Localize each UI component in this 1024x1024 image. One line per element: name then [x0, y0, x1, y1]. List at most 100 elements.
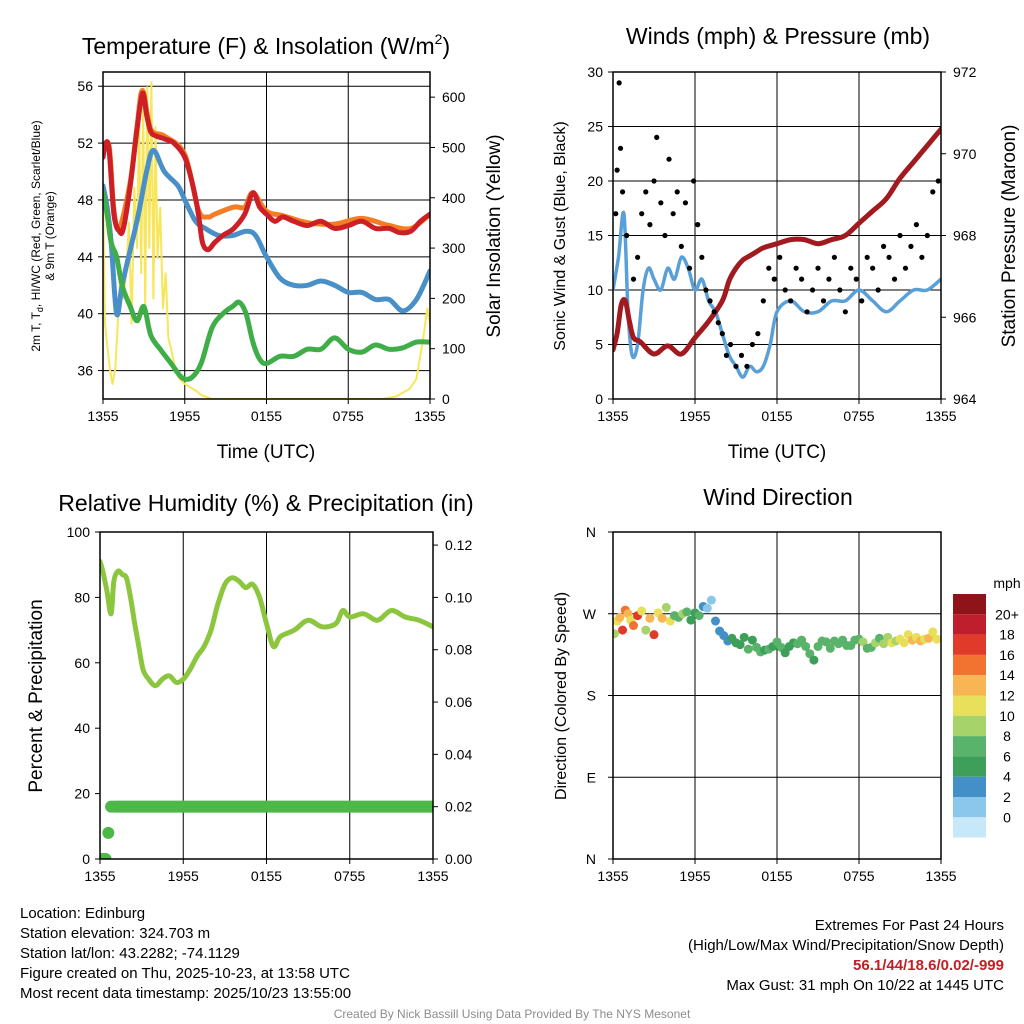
winds-gust-point	[886, 254, 892, 260]
winds-y-tick-label: 30	[587, 64, 603, 80]
direction-y-ticks: N E S W N	[583, 524, 613, 867]
temperature-line-2m-t	[103, 90, 430, 253]
winds-gust-point	[804, 309, 810, 315]
direction-x-tick-label: 1955	[679, 868, 710, 884]
temperature-xlabel: Time (UTC)	[217, 442, 316, 463]
direction-point	[613, 629, 619, 639]
winds-gust-point	[707, 298, 713, 304]
temperature-x-tick-label: 1355	[414, 408, 445, 424]
winds-gust-point	[666, 156, 672, 162]
winds-gust-point	[613, 211, 619, 217]
direction-ylabel: Direction (Colored By Speed)	[553, 592, 570, 800]
winds-y2-tick-label: 964	[953, 391, 977, 407]
humidity-y-tick-label: 0	[82, 851, 90, 867]
temperature-y2-tick-label: 200	[442, 290, 466, 306]
direction-point	[615, 612, 625, 622]
winds-gust-point	[853, 276, 859, 282]
station-latlon: Station lat/lon: 43.2282; -74.1129	[20, 945, 240, 962]
winds-gust-point	[699, 254, 705, 260]
winds-x-tick-label: 0155	[761, 408, 792, 424]
direction-point	[661, 602, 671, 612]
winds-gust-point	[875, 287, 881, 293]
winds-gust-point	[654, 134, 660, 140]
temperature-y2label: Solar Insolation (Yellow)	[484, 134, 505, 337]
extremes-info: Extremes For Past 24 Hours (High/Low/Max…	[688, 916, 1004, 996]
direction-point	[735, 640, 745, 650]
temperature-y2-tick-label: 400	[442, 190, 466, 206]
direction-y-tick-label: E	[587, 769, 596, 785]
winds-y-tick-label: 10	[587, 282, 603, 298]
temperature-x-tick-label: 0155	[251, 408, 282, 424]
humidity-title: Relative Humidity (%) & Precipitation (i…	[58, 490, 473, 516]
direction-y-tick-label: N	[586, 524, 596, 540]
winds-gust-point	[859, 298, 865, 304]
temperature-line-dewpoint	[103, 190, 430, 382]
colorbar-label: 8	[1003, 728, 1011, 744]
winds-gust-point	[723, 352, 730, 358]
humidity-y2-tick-label: 0.02	[445, 799, 472, 815]
winds-gust-point	[749, 341, 756, 348]
winds-line-station-pressure	[613, 126, 941, 357]
temperature-y-tick-label: 40	[77, 306, 93, 322]
direction-point	[682, 607, 692, 617]
winds-y2-ticks: 964 966 968 970 972	[941, 64, 977, 407]
winds-x-tick-label: 1355	[597, 408, 628, 424]
winds-gust-point	[935, 178, 941, 184]
direction-point	[649, 630, 659, 640]
temperature-y-ticks: 36 40 44 48 52 56	[77, 78, 103, 379]
winds-gust-point	[719, 331, 725, 337]
direction-point	[702, 603, 712, 613]
winds-y2-tick-label: 972	[953, 64, 977, 80]
winds-gust-point	[635, 254, 641, 260]
colorbar-swatch	[953, 756, 986, 777]
humidity-x-ticks: 1355 1955 0155 0755 1355	[84, 859, 449, 884]
humidity-y-ticks: 0 20 40 60 80 100	[67, 524, 100, 867]
winds-gust-point	[711, 309, 717, 315]
station-elevation: Station elevation: 324.703 m	[20, 925, 211, 942]
direction-y-tick-label: S	[587, 688, 596, 704]
humidity-y2-tick-label: 0.10	[445, 589, 472, 605]
humidity-ylabel: Percent & Precipitation	[26, 599, 47, 792]
direction-y-tick-label: W	[583, 606, 597, 622]
winds-gust-point	[662, 232, 668, 239]
direction-point	[747, 635, 757, 645]
humidity-x-tick-label: 0755	[334, 868, 365, 884]
humidity-x-tick-label: 0155	[251, 868, 282, 884]
colorbar-label: 6	[1003, 748, 1011, 764]
temperature-y2-tick-label: 300	[442, 240, 466, 256]
colorbar-swatch	[953, 797, 986, 818]
humidity-y2-tick-label: 0.12	[445, 537, 472, 553]
colorbar-label: 16	[999, 647, 1015, 663]
winds-y-tick-label: 15	[587, 228, 603, 244]
winds-x-ticks: 1355 1955 0155 0755 1355	[597, 399, 957, 424]
winds-y-tick-label: 5	[595, 337, 603, 353]
direction-point	[805, 649, 815, 659]
winds-gust-point	[760, 298, 766, 304]
winds-gust-point	[777, 254, 783, 260]
temperature-series	[103, 81, 430, 399]
humidity-x-tick-label: 1355	[417, 868, 448, 884]
winds-gust-point	[617, 145, 624, 151]
winds-gust-point	[891, 276, 898, 282]
colorbar-swatch	[953, 817, 986, 838]
direction-y-tick-label: N	[586, 851, 596, 867]
winds-gust-point	[848, 265, 854, 271]
humidity-panel: Relative Humidity (%) & Precipitation (i…	[26, 490, 474, 884]
temperature-y-tick-label: 52	[77, 135, 93, 151]
humidity-x-tick-label: 1955	[168, 868, 199, 884]
temperature-ylabel: 2m T, Td, HI/WC (Red, Green, Scarlet/Blu…	[29, 120, 45, 351]
winds-y-ticks: 0 5 10 15 20 25 30	[587, 64, 613, 407]
humidity-y2-tick-label: 0.04	[445, 746, 472, 762]
temperature-x-tick-label: 1955	[169, 408, 200, 424]
winds-gust-point	[766, 265, 772, 271]
direction-point	[809, 655, 819, 665]
temperature-x-ticks: 1355 1955 0155 0755 1355	[87, 399, 446, 424]
colorbar-swatch	[953, 675, 986, 696]
direction-point	[928, 627, 938, 637]
winds-x-tick-label: 0755	[843, 408, 874, 424]
winds-gust-point	[799, 276, 805, 282]
winds-xlabel: Time (UTC)	[728, 442, 827, 463]
direction-x-tick-label: 1355	[925, 868, 956, 884]
direction-point	[645, 613, 655, 623]
